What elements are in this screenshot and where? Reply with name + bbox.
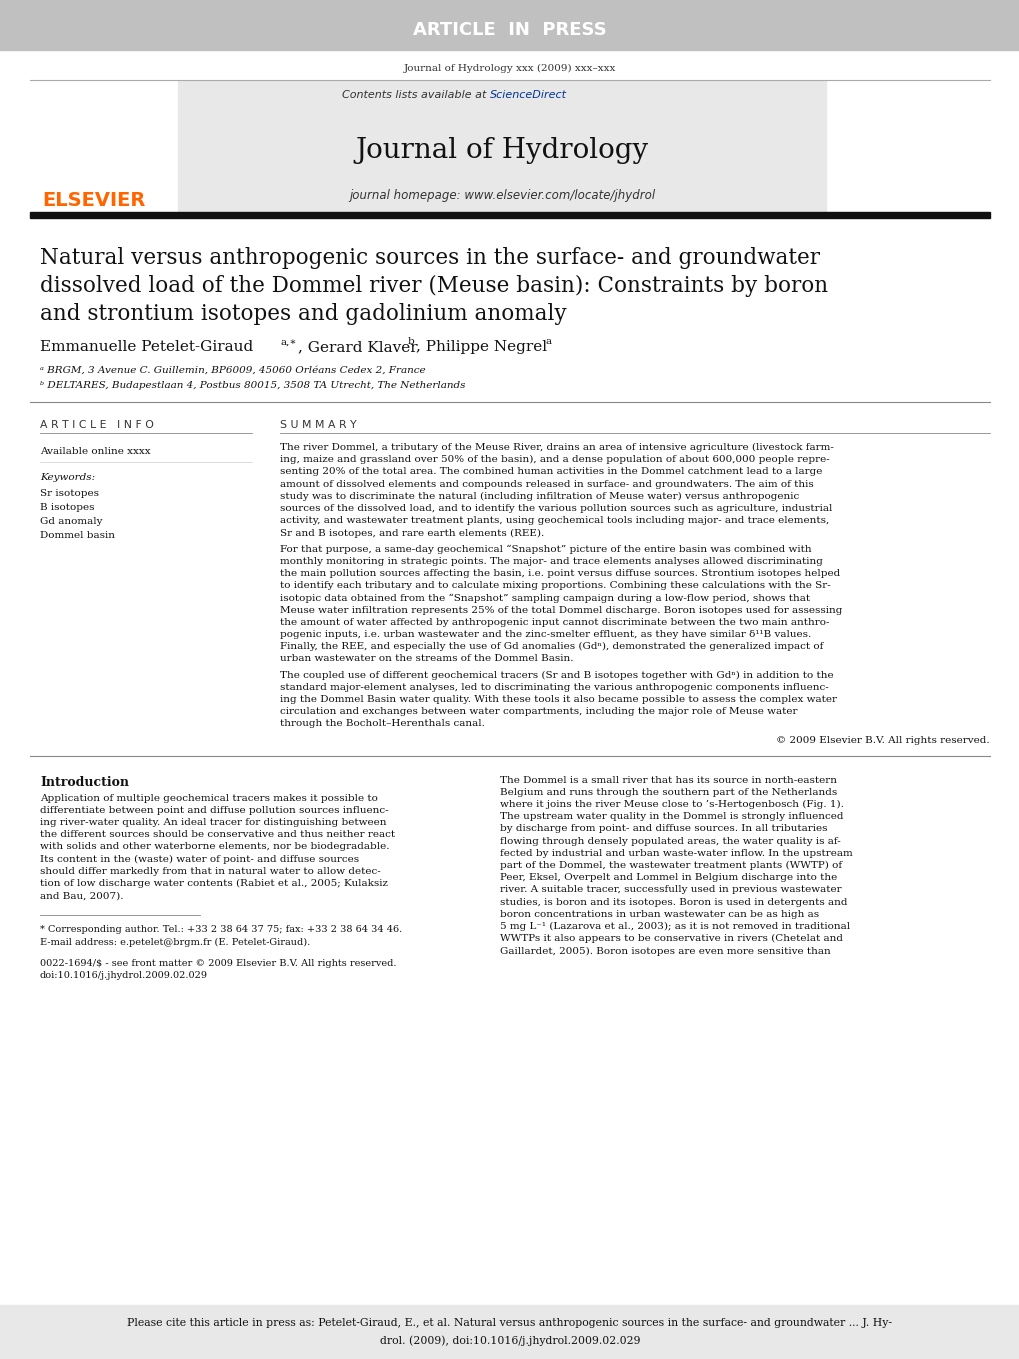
Text: studies, is boron and its isotopes. Boron is used in detergents and: studies, is boron and its isotopes. Boro… — [499, 897, 847, 906]
Text: journal homepage: www.elsevier.com/locate/jhydrol: journal homepage: www.elsevier.com/locat… — [348, 189, 654, 202]
Text: Finally, the REE, and especially the use of Gd anomalies (Gdⁿ), demonstrated the: Finally, the REE, and especially the use… — [280, 643, 822, 651]
Text: boron concentrations in urban wastewater can be as high as: boron concentrations in urban wastewater… — [499, 909, 818, 919]
Text: senting 20% of the total area. The combined human activities in the Dommel catch: senting 20% of the total area. The combi… — [280, 467, 821, 477]
Text: * Corresponding author. Tel.: +33 2 38 64 37 75; fax: +33 2 38 64 34 46.: * Corresponding author. Tel.: +33 2 38 6… — [40, 925, 401, 935]
Text: isotopic data obtained from the “Snapshot” sampling campaign during a low-flow p: isotopic data obtained from the “Snapsho… — [280, 594, 809, 603]
Text: Meuse water infiltration represents 25% of the total Dommel discharge. Boron iso: Meuse water infiltration represents 25% … — [280, 606, 842, 614]
Text: circulation and exchanges between water compartments, including the major role o: circulation and exchanges between water … — [280, 707, 797, 716]
Text: For that purpose, a same-day geochemical “Snapshot” picture of the entire basin : For that purpose, a same-day geochemical… — [280, 545, 811, 554]
Text: Dommel basin: Dommel basin — [40, 530, 115, 540]
Text: Please cite this article in press as: Petelet-Giraud, E., et al. Natural versus : Please cite this article in press as: Pe… — [127, 1318, 892, 1328]
Text: tion of low discharge water contents (Rabiet et al., 2005; Kulaksiz: tion of low discharge water contents (Ra… — [40, 879, 387, 889]
Text: , Philippe Negrel: , Philippe Negrel — [416, 340, 546, 353]
Text: S U M M A R Y: S U M M A R Y — [280, 420, 357, 429]
Text: by discharge from point- and diffuse sources. In all tributaries: by discharge from point- and diffuse sou… — [499, 825, 826, 833]
Text: The river Dommel, a tributary of the Meuse River, drains an area of intensive ag: The river Dommel, a tributary of the Meu… — [280, 443, 834, 453]
Text: ing, maize and grassland over 50% of the basin), and a dense population of about: ing, maize and grassland over 50% of the… — [280, 455, 828, 465]
Text: monthly monitoring in strategic points. The major- and trace elements analyses a: monthly monitoring in strategic points. … — [280, 557, 822, 565]
Text: Available online xxxx: Available online xxxx — [40, 447, 151, 457]
Text: flowing through densely populated areas, the water quality is af-: flowing through densely populated areas,… — [499, 837, 840, 845]
Text: Contents lists available at: Contents lists available at — [341, 90, 489, 101]
Text: Introduction: Introduction — [40, 776, 128, 788]
Text: urban wastewater on the streams of the Dommel Basin.: urban wastewater on the streams of the D… — [280, 655, 573, 663]
Text: Journal of Hydrology xxx (2009) xxx–xxx: Journal of Hydrology xxx (2009) xxx–xxx — [404, 64, 615, 72]
Text: Sr isotopes: Sr isotopes — [40, 488, 99, 497]
Text: dissolved load of the Dommel river (Meuse basin): Constraints by boron: dissolved load of the Dommel river (Meus… — [40, 275, 827, 298]
Text: WWTPs it also appears to be conservative in rivers (Chetelat and: WWTPs it also appears to be conservative… — [499, 934, 842, 943]
Text: a: a — [545, 337, 551, 347]
Text: amount of dissolved elements and compounds released in surface- and groundwaters: amount of dissolved elements and compoun… — [280, 480, 813, 489]
Bar — [30, 212, 989, 217]
Text: sources of the dissolved load, and to identify the various pollution sources suc: sources of the dissolved load, and to id… — [280, 504, 832, 512]
Text: to identify each tributary and to calculate mixing proportions. Combining these : to identify each tributary and to calcul… — [280, 582, 829, 590]
Text: Belgium and runs through the southern part of the Netherlands: Belgium and runs through the southern pa… — [499, 788, 837, 796]
Text: Gaillardet, 2005). Boron isotopes are even more sensitive than: Gaillardet, 2005). Boron isotopes are ev… — [499, 946, 829, 955]
Text: Peer, Eksel, Overpelt and Lommel in Belgium discharge into the: Peer, Eksel, Overpelt and Lommel in Belg… — [499, 874, 837, 882]
Text: ing river-water quality. An ideal tracer for distinguishing between: ing river-water quality. An ideal tracer… — [40, 818, 386, 828]
Text: b: b — [408, 337, 415, 347]
Text: and Bau, 2007).: and Bau, 2007). — [40, 892, 123, 900]
Text: Keywords:: Keywords: — [40, 473, 95, 482]
Bar — [0, 0, 1019, 50]
Text: river. A suitable tracer, successfully used in previous wastewater: river. A suitable tracer, successfully u… — [499, 886, 841, 894]
Text: study was to discriminate the natural (including infiltration of Meuse water) ve: study was to discriminate the natural (i… — [280, 492, 799, 501]
Text: © 2009 Elsevier B.V. All rights reserved.: © 2009 Elsevier B.V. All rights reserved… — [775, 735, 989, 745]
Text: the main pollution sources affecting the basin, i.e. point versus diffuse source: the main pollution sources affecting the… — [280, 569, 840, 578]
Text: 5 mg L⁻¹ (Lazarova et al., 2003); as it is not removed in traditional: 5 mg L⁻¹ (Lazarova et al., 2003); as it … — [499, 921, 849, 931]
Text: Gd anomaly: Gd anomaly — [40, 516, 102, 526]
Text: pogenic inputs, i.e. urban wastewater and the zinc-smelter effluent, as they hav: pogenic inputs, i.e. urban wastewater an… — [280, 631, 810, 639]
Text: ARTICLE  IN  PRESS: ARTICLE IN PRESS — [413, 20, 606, 39]
Bar — [0, 1305, 1019, 1359]
Text: Sr and B isotopes, and rare earth elements (REE).: Sr and B isotopes, and rare earth elemen… — [280, 529, 544, 538]
Text: The upstream water quality in the Dommel is strongly influenced: The upstream water quality in the Dommel… — [499, 813, 843, 821]
Text: ᵃ BRGM, 3 Avenue C. Guillemin, BP6009, 45060 Orléans Cedex 2, France: ᵃ BRGM, 3 Avenue C. Guillemin, BP6009, 4… — [40, 366, 425, 375]
Text: standard major-element analyses, led to discriminating the various anthropogenic: standard major-element analyses, led to … — [280, 682, 828, 692]
Text: E-mail address: e.petelet@brgm.fr (E. Petelet-Giraud).: E-mail address: e.petelet@brgm.fr (E. Pe… — [40, 938, 310, 946]
Text: 0022-1694/$ - see front matter © 2009 Elsevier B.V. All rights reserved.: 0022-1694/$ - see front matter © 2009 El… — [40, 959, 396, 969]
Bar — [178, 82, 825, 212]
Text: ScienceDirect: ScienceDirect — [489, 90, 567, 101]
Text: should differ markedly from that in natural water to allow detec-: should differ markedly from that in natu… — [40, 867, 380, 875]
Text: and strontium isotopes and gadolinium anomaly: and strontium isotopes and gadolinium an… — [40, 303, 567, 325]
Text: through the Bocholt–Herenthals canal.: through the Bocholt–Herenthals canal. — [280, 719, 484, 728]
Text: activity, and wastewater treatment plants, using geochemical tools including maj: activity, and wastewater treatment plant… — [280, 516, 828, 525]
Text: drol. (2009), doi:10.1016/j.jhydrol.2009.02.029: drol. (2009), doi:10.1016/j.jhydrol.2009… — [379, 1336, 640, 1347]
Text: ELSEVIER: ELSEVIER — [42, 190, 146, 209]
Text: Emmanuelle Petelet-Giraud: Emmanuelle Petelet-Giraud — [40, 340, 253, 353]
Text: the amount of water affected by anthropogenic input cannot discriminate between : the amount of water affected by anthropo… — [280, 618, 828, 626]
Text: fected by industrial and urban waste-water inflow. In the upstream: fected by industrial and urban waste-wat… — [499, 849, 852, 858]
Text: , Gerard Klaver: , Gerard Klaver — [298, 340, 417, 353]
Text: part of the Dommel, the wastewater treatment plants (WWTP) of: part of the Dommel, the wastewater treat… — [499, 862, 842, 870]
Text: a,∗: a,∗ — [280, 337, 298, 347]
Text: ᵇ DELTARES, Budapestlaan 4, Postbus 80015, 3508 TA Utrecht, The Netherlands: ᵇ DELTARES, Budapestlaan 4, Postbus 8001… — [40, 381, 465, 390]
Text: A R T I C L E   I N F O: A R T I C L E I N F O — [40, 420, 154, 429]
Text: Application of multiple geochemical tracers makes it possible to: Application of multiple geochemical trac… — [40, 794, 377, 803]
Text: Its content in the (waste) water of point- and diffuse sources: Its content in the (waste) water of poin… — [40, 855, 359, 864]
Text: with solids and other waterborne elements, nor be biodegradable.: with solids and other waterborne element… — [40, 843, 389, 851]
Text: The Dommel is a small river that has its source in north-eastern: The Dommel is a small river that has its… — [499, 776, 837, 784]
Text: B isotopes: B isotopes — [40, 503, 95, 511]
Text: the different sources should be conservative and thus neither react: the different sources should be conserva… — [40, 830, 394, 840]
Text: where it joins the river Meuse close to ’s-Hertogenbosch (Fig. 1).: where it joins the river Meuse close to … — [499, 800, 843, 809]
Text: ing the Dommel Basin water quality. With these tools it also became possible to : ing the Dommel Basin water quality. With… — [280, 694, 837, 704]
Text: doi:10.1016/j.jhydrol.2009.02.029: doi:10.1016/j.jhydrol.2009.02.029 — [40, 972, 208, 980]
Text: Journal of Hydrology: Journal of Hydrology — [355, 136, 648, 163]
Text: differentiate between point and diffuse pollution sources influenc-: differentiate between point and diffuse … — [40, 806, 388, 815]
Text: The coupled use of different geochemical tracers (Sr and B isotopes together wit: The coupled use of different geochemical… — [280, 670, 833, 680]
Text: Natural versus anthropogenic sources in the surface- and groundwater: Natural versus anthropogenic sources in … — [40, 247, 819, 269]
